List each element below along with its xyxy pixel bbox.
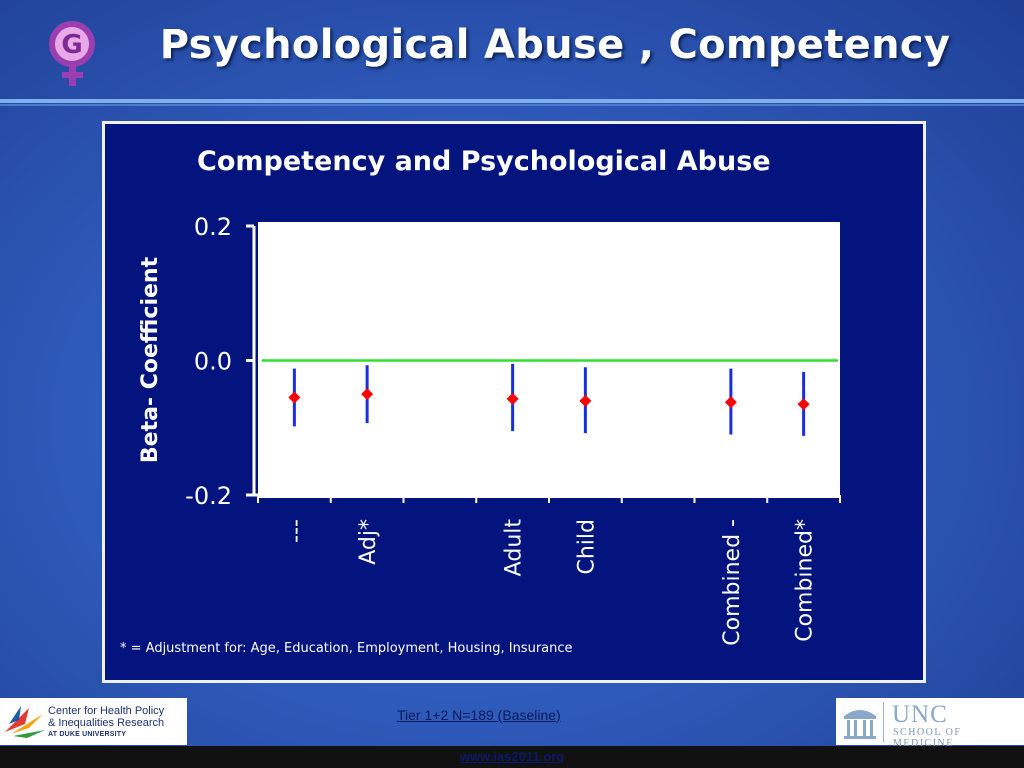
x-tick-label: Child bbox=[574, 519, 599, 575]
unc-school-name: SCHOOL OF MEDICINE bbox=[893, 727, 962, 749]
x-tick-label: --- bbox=[283, 519, 308, 543]
duke-logo-line3: AT DUKE UNIVERSITY bbox=[48, 731, 127, 738]
chart-title: Competency and Psychological Abuse bbox=[197, 146, 771, 177]
x-tick-label: Adj* bbox=[356, 519, 381, 565]
unc-logo-divider bbox=[883, 702, 884, 742]
chart-panel: Competency and Psychological Abuse 0.2 0.… bbox=[102, 121, 926, 683]
conference-url-link[interactable]: www.ias2011.org bbox=[459, 749, 565, 764]
title-divider bbox=[0, 99, 1024, 103]
estimate-point bbox=[579, 394, 592, 407]
title-divider-shadow bbox=[0, 104, 1024, 106]
x-tick-label: Combined - bbox=[720, 519, 745, 646]
y-tick-label: -0.2 bbox=[185, 482, 232, 510]
duke-logo-line2: & Inequalities Research bbox=[48, 717, 165, 729]
unc-name: UNC bbox=[892, 701, 948, 728]
beta-coefficient-chart: Competency and Psychological Abuse 0.2 0.… bbox=[120, 146, 841, 656]
bird-logo-icon bbox=[5, 706, 45, 738]
slide-title: Psychological Abuse , Competency bbox=[159, 22, 951, 68]
x-tick-label: Combined* bbox=[793, 519, 818, 642]
estimate-point bbox=[361, 388, 374, 401]
estimate-point bbox=[724, 396, 737, 409]
venus-g-logo-icon: G bbox=[49, 21, 95, 86]
y-tick-label: 0.2 bbox=[194, 213, 232, 241]
chart-area: Competency and Psychological Abuse 0.2 0.… bbox=[105, 124, 923, 680]
y-tick-label: 0.0 bbox=[194, 348, 232, 376]
x-tick-label: Adult bbox=[502, 519, 527, 577]
svg-text:G: G bbox=[61, 30, 82, 60]
duke-logo-line1: Center for Health Policy bbox=[48, 705, 165, 717]
duke-center-logo: Center for Health Policy & Inequalities … bbox=[0, 698, 187, 745]
chart-footnote: * = Adjustment for: Age, Education, Empl… bbox=[120, 641, 573, 656]
y-axis-label: Beta- Coefficient bbox=[138, 256, 163, 463]
estimate-point bbox=[797, 398, 810, 411]
old-well-icon bbox=[844, 710, 876, 739]
footer-bar: www.ias2011.org bbox=[0, 746, 1024, 768]
estimate-point bbox=[506, 392, 519, 405]
unc-medicine-logo: UNC SCHOOL OF MEDICINE bbox=[836, 698, 1024, 749]
sample-size-note[interactable]: Tier 1+2 N=189 (Baseline) bbox=[397, 707, 561, 723]
estimate-point bbox=[288, 391, 301, 404]
